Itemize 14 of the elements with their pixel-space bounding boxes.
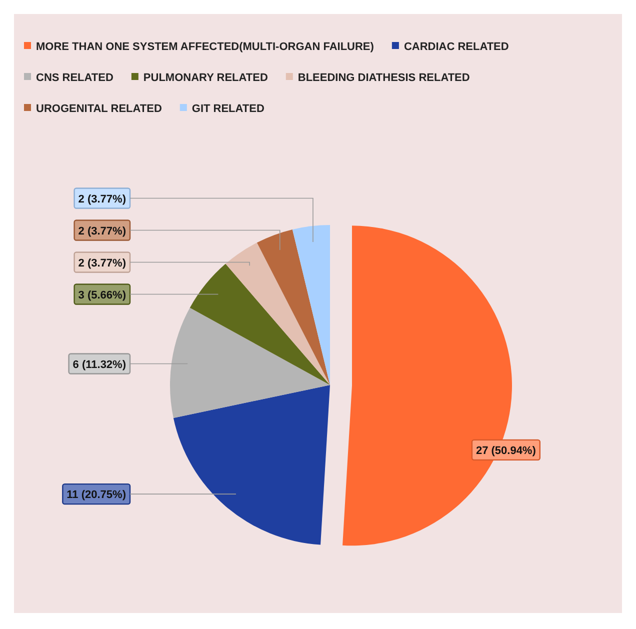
data-label: 27 (50.94%) xyxy=(476,444,536,457)
data-label: 6 (11.32%) xyxy=(72,358,126,371)
data-label: 11 (20.75%) xyxy=(66,489,126,502)
data-label: 2 (3.77%) xyxy=(78,257,126,270)
data-label: 2 (3.77%) xyxy=(78,193,126,206)
legend-label: CNS RELATED xyxy=(36,72,114,84)
data-label: 2 (3.77%) xyxy=(78,225,126,238)
legend-label: MORE THAN ONE SYSTEM AFFECTED(MULTI-ORGAN FAILURE) xyxy=(36,41,374,53)
data-label: 3 (5.66%) xyxy=(78,289,126,302)
legend-label: CARDIAC RELATED xyxy=(404,41,509,53)
legend-label: UROGENITAL RELATED xyxy=(36,103,162,115)
legend-label: GIT RELATED xyxy=(192,103,264,115)
legend-label: BLEEDING DIATHESIS RELATED xyxy=(298,72,470,84)
legend-label: PULMONARY RELATED xyxy=(143,72,268,84)
